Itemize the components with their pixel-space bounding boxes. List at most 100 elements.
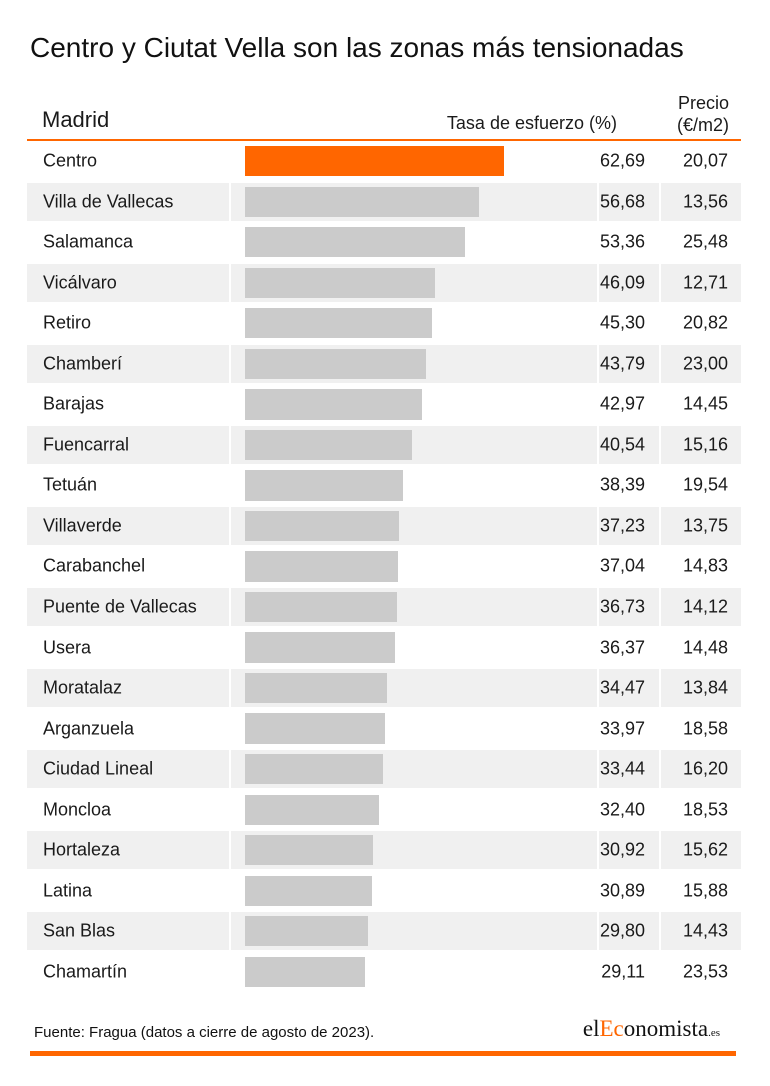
bar-cell [231,587,597,627]
district-label: Chamartín [43,961,128,982]
bar [245,227,466,258]
bar-cell [231,223,597,261]
tasa-value-label: 29,11 [601,961,645,982]
bar-cell [231,263,597,302]
tasa-value-label: 42,97 [599,393,645,414]
bar [245,429,413,461]
tasa-value-label: 29,80 [599,920,645,941]
bar [245,916,368,947]
price-cell: 18,53 [661,791,741,829]
name-cell: Salamanca [27,223,229,261]
table-row: Chamartín 29,11 23,53 [27,953,741,991]
precio-value-label: 20,82 [682,312,728,333]
bar [245,875,373,906]
bar-cell [231,182,597,221]
table-row: Moncloa 32,40 18,53 [27,791,741,829]
logo-ec: Ec [599,1016,624,1041]
footer-divider [30,1051,736,1056]
district-label: Arganzuela [43,718,135,739]
value-cell: 30,89 [599,872,659,910]
tasa-value-label: 36,37 [599,637,645,658]
price-cell: 14,12 [661,587,741,627]
district-label: Tetuán [43,474,98,495]
table-row: Villaverde 37,23 13,75 [27,506,741,546]
precio-value-label: 14,43 [682,920,728,941]
district-label: Carabanchel [43,555,146,576]
value-cell: 36,73 [599,587,659,627]
chart-title: Centro y Ciutat Vella son las zonas más … [30,32,684,63]
table-row: Hortaleza 30,92 15,62 [27,831,741,870]
table-row: Fuencarral 40,54 15,16 [27,425,741,465]
tasa-value-label: 34,47 [599,677,645,698]
tasa-value-label: 43,79 [599,353,645,374]
precio-header-line2: (€/m2) [676,115,729,135]
tasa-column-header: Tasa de esfuerzo (%) [446,113,617,133]
price-cell: 16,20 [661,749,741,789]
district-label: Ciudad Lineal [43,758,154,779]
district-label: Vicálvaro [43,272,117,293]
precio-value-label: 14,83 [682,555,728,576]
logo-es: .es [708,1027,720,1039]
tasa-value-label: 37,04 [599,555,645,576]
value-cell: 34,47 [599,668,659,708]
price-cell: 20,82 [661,304,741,342]
table-row: Chamberí 43,79 23,00 [27,344,741,383]
precio-value-label: 13,56 [682,191,728,212]
publisher-logo: elEconomista.es [583,1016,720,1042]
district-label: Villaverde [43,515,122,536]
name-cell: Barajas [27,385,229,423]
table-row: Tetuán 38,39 19,54 [27,466,741,504]
bar [245,470,404,501]
name-cell: Moncloa [27,791,229,829]
logo-rest: onomista [623,1016,709,1041]
precio-value-label: 16,20 [682,758,728,779]
name-cell: Moratalaz [27,668,229,708]
name-cell: Fuencarral [27,425,229,465]
bar-cell [231,953,597,991]
value-cell: 46,09 [599,263,659,302]
tasa-value-label: 33,97 [599,718,645,739]
bar-cell [231,668,597,708]
price-cell: 18,58 [661,709,741,747]
tasa-value-label: 53,36 [599,231,645,252]
precio-value-label: 13,75 [682,515,728,536]
bar [245,794,379,825]
bar-cell [231,344,597,383]
price-cell: 12,71 [661,263,741,302]
name-cell: Retiro [27,304,229,342]
tasa-value-label: 30,89 [599,880,645,901]
bar-cell [231,425,597,465]
name-cell: Carabanchel [27,547,229,585]
bar [245,551,398,582]
value-cell: 40,54 [599,425,659,465]
bar [245,956,366,987]
bar-cell [231,709,597,747]
tasa-value-label: 38,39 [599,474,645,495]
bar [245,510,399,542]
bar-cell [231,872,597,910]
bar-cell [231,547,597,585]
bar-cell [231,912,597,951]
price-cell: 14,45 [661,385,741,423]
value-cell: 42,97 [599,385,659,423]
value-cell: 33,44 [599,749,659,789]
name-cell: Chamberí [27,344,229,383]
name-cell: Latina [27,872,229,910]
chart-rows: Centro 62,69 20,07 Villa de Vallecas 56,68 13… [27,142,741,993]
bar [245,835,373,866]
bar [245,308,432,339]
bar [245,753,383,785]
table-row: San Blas 29,80 14,43 [27,912,741,951]
price-cell: 15,62 [661,831,741,870]
price-cell: 20,07 [661,142,741,180]
tasa-value-label: 62,69 [599,150,645,171]
tasa-value-label: 37,23 [599,515,645,536]
bar-cell [231,304,597,342]
bar [245,591,397,623]
district-label: Barajas [43,393,105,414]
price-cell: 15,16 [661,425,741,465]
bar-cell [231,466,597,504]
price-cell: 25,48 [661,223,741,261]
price-cell: 14,48 [661,628,741,666]
precio-value-label: 18,58 [682,718,728,739]
